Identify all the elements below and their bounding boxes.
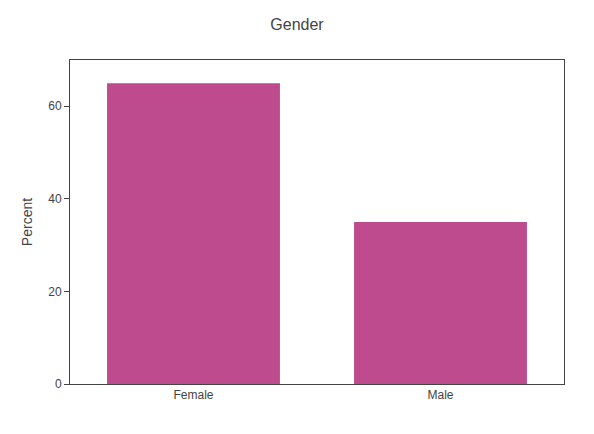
svg-text:Female: Female: [173, 388, 213, 402]
svg-text:40: 40: [48, 192, 62, 206]
svg-text:Percent: Percent: [19, 198, 35, 246]
svg-text:20: 20: [48, 285, 62, 299]
svg-text:0: 0: [55, 377, 62, 391]
svg-text:Male: Male: [427, 388, 453, 402]
svg-text:60: 60: [48, 99, 62, 113]
svg-text:Gender: Gender: [270, 16, 324, 33]
